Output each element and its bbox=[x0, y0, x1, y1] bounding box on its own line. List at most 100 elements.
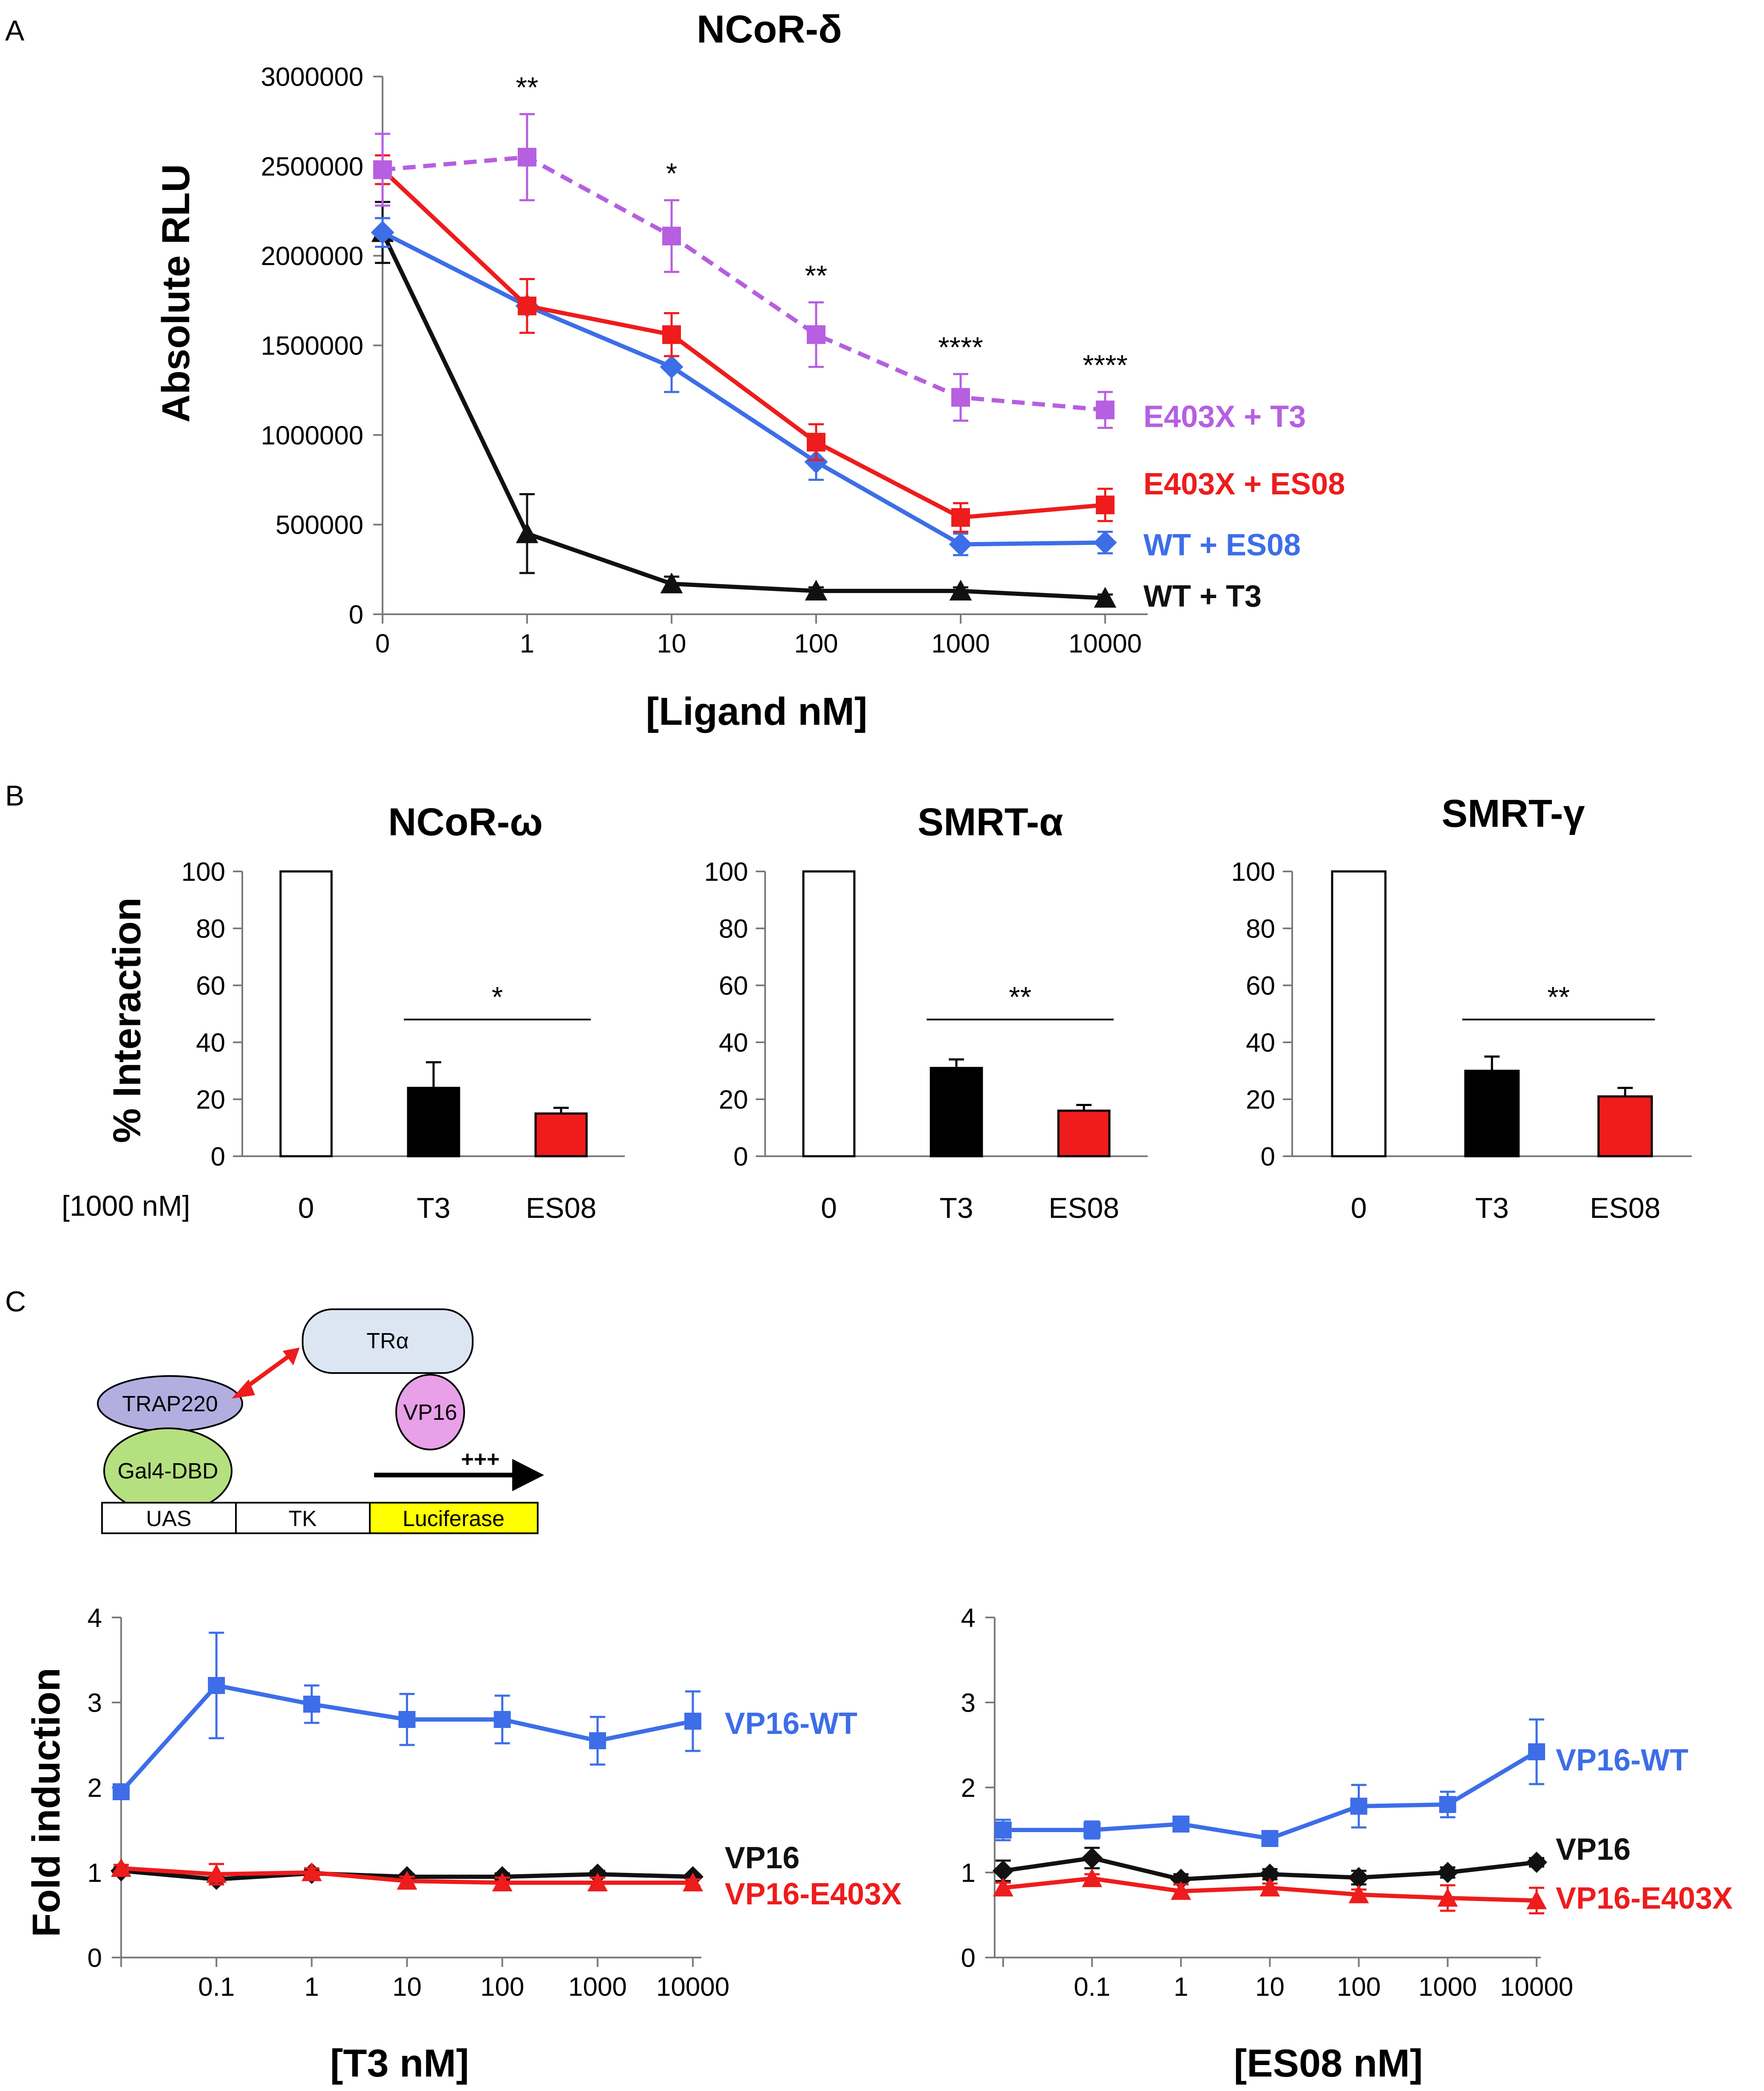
panel-label-b: B bbox=[5, 780, 24, 812]
chartB1-plot-bar-vehicle bbox=[279, 870, 333, 1158]
chartB2-plot-x-tick-label: T3 bbox=[939, 1192, 973, 1224]
chartA-plot-series-wt-es08-point bbox=[949, 533, 973, 556]
chartB3-plot-y-tick-label: 40 bbox=[1246, 1028, 1275, 1058]
chartB1-plot-y-tick-label: 60 bbox=[196, 971, 225, 1001]
chartC2-plot-series-vp16-point bbox=[993, 1860, 1014, 1881]
chartC2-plot-series-vp16-wt-point bbox=[1261, 1830, 1279, 1847]
chartC1-plot-series-vp16-wt-label: VP16-WT bbox=[725, 1707, 857, 1741]
chart-c2: [ES08 nM] 0 1 2 3 4 0.1 1 10 100 1000 10000 VP16 VP1… bbox=[961, 1603, 1733, 2085]
tr-alpha-label: TRα bbox=[366, 1329, 408, 1353]
chartC1-plot-y-tick-label: 0 bbox=[88, 1943, 102, 1973]
chart-b1-ylabel: % Interaction bbox=[105, 897, 149, 1143]
chartA-plot-x-tick-label: 0 bbox=[375, 629, 390, 658]
chartB1-plot-y-tick-label: 80 bbox=[196, 914, 225, 944]
chartA-plot-series-wt-t3-point bbox=[949, 579, 972, 601]
luciferase-box bbox=[369, 1502, 539, 1534]
interaction-arrowhead-left bbox=[232, 1379, 255, 1399]
chartA-plot-series-e403x-es08-point bbox=[662, 325, 681, 344]
chartA-plot-y-tick-label: 1000000 bbox=[261, 421, 363, 450]
luciferase-label: Luciferase bbox=[403, 1507, 505, 1531]
chartC1-plot-series-vp16-e403x-point bbox=[683, 1873, 703, 1892]
chartC2-plot-series-vp16-e403x-label: VP16-E403X bbox=[1556, 1881, 1733, 1915]
chartB2-plot-x-tick-label: ES08 bbox=[1049, 1192, 1119, 1224]
chartB3-plot-y-tick-label: 100 bbox=[1231, 857, 1275, 887]
chartA-plot-x-tick-label: 10 bbox=[657, 629, 686, 658]
chartB3-plot-y-tick-label: 0 bbox=[1261, 1142, 1275, 1172]
chartC2-plot-series-vp16-wt-point bbox=[1528, 1743, 1545, 1760]
interaction-arrowhead-right bbox=[283, 1348, 300, 1365]
chartC1-plot-x-tick-label: 1000 bbox=[568, 1972, 627, 2002]
chartB1-plot-x-tick-label: 0 bbox=[298, 1192, 314, 1224]
tk-label: TK bbox=[289, 1507, 317, 1531]
chartC2-plot-x-tick-label: 100 bbox=[1337, 1972, 1381, 2002]
chartC1-plot-y-tick-label: 1 bbox=[88, 1858, 102, 1888]
chartA-plot-significance-mark: ** bbox=[805, 259, 828, 292]
chartA-plot-series-e403x-t3-point bbox=[951, 388, 970, 407]
chartC2-plot-series-vp16-point bbox=[1081, 1847, 1103, 1869]
chartA-plot-series-e403x-t3-point bbox=[518, 148, 536, 167]
chartA-plot-x-tick-label: 1 bbox=[520, 629, 534, 658]
vp16-shape-label: VP16 bbox=[403, 1400, 457, 1425]
chartB3-plot-bar-vehicle bbox=[1331, 870, 1387, 1158]
chartB1-plot-y-tick-label: 100 bbox=[182, 857, 225, 887]
chartC1-plot-x-tick-label: 10000 bbox=[656, 1972, 729, 2002]
panel-label-a: A bbox=[5, 14, 25, 47]
chartC1-plot-series-vp16-wt-point bbox=[208, 1677, 225, 1694]
chartC2-plot-y-tick-label: 1 bbox=[961, 1858, 976, 1888]
chartB2-plot-significance-mark: ** bbox=[1009, 981, 1032, 1013]
chart-b2: SMRT-α 0 20 40 60 80 100 0 T3 ES08 ** bbox=[704, 800, 1148, 1224]
chartC2-plot-y-tick-label: 3 bbox=[961, 1688, 976, 1718]
chart-b1-title: NCoR-ω bbox=[388, 800, 543, 844]
chartA-plot-series-wt-t3-line bbox=[380, 231, 1106, 601]
chartC1-plot-series-vp16-e403x-point bbox=[111, 1858, 131, 1877]
chartC2-plot-series-vp16-point bbox=[1259, 1864, 1281, 1885]
chartC2-plot-series-vp16-e403x-point bbox=[1348, 1884, 1369, 1904]
chartB2-plot-y-tick-label: 40 bbox=[719, 1028, 748, 1058]
chartC1-plot-series-vp16-wt-point bbox=[398, 1711, 416, 1728]
chartA-plot-series-e403x-t3-point bbox=[1096, 400, 1115, 420]
chartB1-plot-x-tick-label: T3 bbox=[417, 1192, 450, 1224]
chartA-plot-series-e403x-es08-point bbox=[1096, 495, 1115, 514]
panel-label-c: C bbox=[5, 1285, 26, 1318]
chartC1-plot-series-vp16-wt-point bbox=[589, 1732, 606, 1749]
chartB2-plot-y-tick-label: 80 bbox=[719, 914, 748, 944]
chartB1-plot-x-tick-label: ES08 bbox=[526, 1192, 596, 1224]
chartB2-plot-bar-t3 bbox=[930, 1067, 983, 1158]
chart-c1: Fold induction [T3 nM] 0 1 2 3 4 0.1 1 10 100 100… bbox=[25, 1603, 902, 2085]
chartC1-plot-y-tick-label: 3 bbox=[88, 1688, 102, 1718]
chartC2-plot-series-vp16-label: VP16 bbox=[1556, 1833, 1631, 1867]
chartB3-plot-significance-mark: ** bbox=[1547, 981, 1570, 1013]
chartB1-plot-significance-mark: * bbox=[492, 981, 503, 1013]
chartB3-plot-bar-t3 bbox=[1464, 1070, 1520, 1158]
chartA-plot-series-wt-es08-line bbox=[381, 230, 1106, 547]
chartA-plot-series-wt-t3-point bbox=[660, 572, 683, 593]
chartC2-plot-x-tick-label: 10 bbox=[1255, 1972, 1285, 2002]
chartB3-plot-y-tick-label: 80 bbox=[1246, 914, 1275, 944]
chartC1-plot-series-vp16-wt-point bbox=[113, 1783, 130, 1800]
chart-c1-ylabel: Fold induction bbox=[25, 1668, 68, 1937]
chartA-plot-x-tick-label: 100 bbox=[794, 629, 838, 658]
chartA-plot-x-tick-label: 1000 bbox=[931, 629, 990, 658]
chartB2-plot-bar-es08 bbox=[1057, 1109, 1111, 1158]
chartC2-plot-x-tick-label: 0.1 bbox=[1074, 1972, 1110, 2002]
chartA-plot-series-wt-es08-point bbox=[660, 355, 683, 379]
chartC2-plot-series-vp16-e403x-point bbox=[1171, 1881, 1191, 1900]
chartA-plot-series-e403x-t3-line bbox=[382, 155, 1106, 412]
two-hybrid-diagram: TRα VP16 TRAP220 Gal4-DBD +++ UAS TK Luc… bbox=[97, 1308, 544, 1534]
chart-b3-title: SMRT-γ bbox=[1441, 792, 1585, 835]
chartA-plot-series-e403x-t3-point bbox=[662, 227, 681, 246]
chartA-plot-y-tick-label: 1500000 bbox=[261, 332, 363, 361]
chartC2-plot-series-vp16-e403x-point bbox=[1437, 1888, 1458, 1907]
gal4-dbd-label: Gal4-DBD bbox=[118, 1459, 218, 1484]
chartC2-plot-x-tick-label: 1000 bbox=[1418, 1972, 1477, 2002]
chartB3-plot-y-tick-label: 60 bbox=[1246, 971, 1275, 1001]
chartC2-plot-x-tick-label: 1 bbox=[1174, 1972, 1188, 2002]
chart-b2-title: SMRT-α bbox=[918, 800, 1064, 844]
chartA-plot-series-e403x-es08-point bbox=[951, 508, 970, 527]
chartA-plot-series-wt-t3-label: WT + T3 bbox=[1143, 579, 1262, 613]
chartC1-plot-y-tick-label: 4 bbox=[88, 1603, 102, 1633]
chartC2-plot-y-tick-label: 4 bbox=[961, 1603, 976, 1633]
chartC1-plot-series-vp16-label: VP16 bbox=[725, 1841, 800, 1875]
chartC1-plot-series-vp16-e403x-label: VP16-E403X bbox=[725, 1877, 902, 1911]
chart-a-xlabel: [Ligand nM] bbox=[646, 690, 867, 733]
